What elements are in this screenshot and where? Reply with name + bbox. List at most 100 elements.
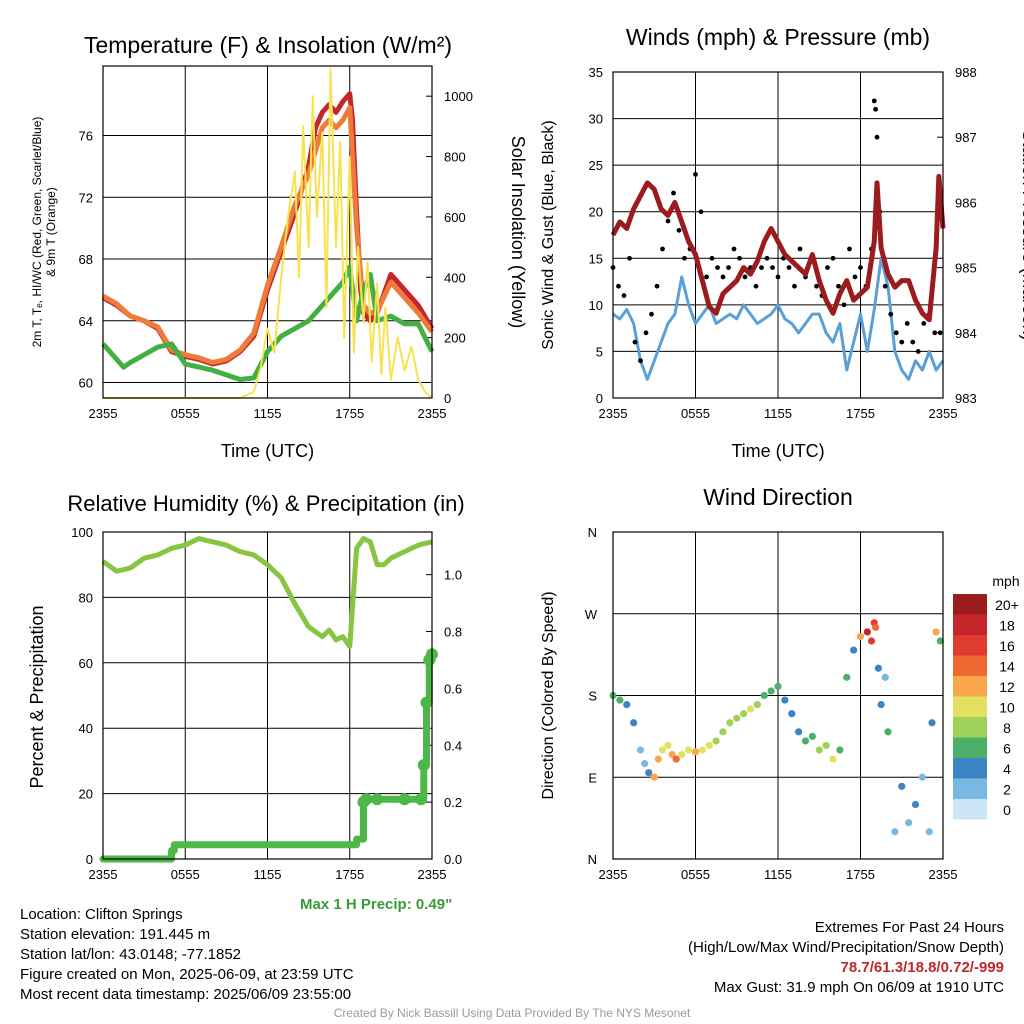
direction-point — [691, 748, 700, 756]
winds-gust-point — [665, 218, 671, 224]
humidity-rh-line — [101, 536, 433, 649]
winds-gust-point — [882, 283, 888, 289]
direction-point — [808, 732, 816, 740]
humidity-precip-point — [417, 759, 430, 772]
direction-point — [760, 691, 768, 700]
winds-gust-point — [792, 283, 797, 289]
direction-point — [650, 773, 658, 781]
winds-y-tick-label: 30 — [589, 112, 603, 127]
humidity-y-tick-label: 100 — [71, 525, 93, 540]
temperature-y2-tick-label: 1000 — [444, 89, 473, 104]
direction-point — [712, 737, 720, 745]
direction-point — [795, 728, 803, 736]
direction-legend-label: 6 — [1003, 741, 1011, 757]
humidity-y2-tick-label: 0.6 — [444, 681, 462, 696]
winds-gust-point — [742, 274, 748, 280]
temperature-x-tick-label: 2355 — [89, 406, 118, 421]
temperature-y-tick-label: 72 — [79, 190, 93, 205]
humidity-y-label: Percent & Precipitation — [27, 605, 47, 788]
direction-x-tick-label: 1755 — [846, 867, 875, 882]
winds-gust-point — [921, 321, 927, 326]
direction-point — [936, 637, 944, 645]
credit-text: Created By Nick Bassill Using Data Provi… — [333, 1006, 691, 1020]
direction-legend-swatch — [953, 655, 987, 676]
humidity-precip-point — [360, 793, 373, 806]
winds-x-label: Time (UTC) — [731, 441, 824, 461]
humidity-precip-point — [371, 793, 384, 806]
direction-point — [891, 828, 899, 836]
station-info: Location: Clifton Springs Station elevat… — [20, 905, 354, 1005]
humidity-y-tick-label: 40 — [79, 721, 93, 736]
winds-gust-point — [660, 246, 665, 252]
winds-gust-point — [910, 339, 916, 345]
direction-x-tick-label: 0555 — [681, 867, 710, 882]
winds-gust-point — [775, 274, 781, 280]
temperature-td-line — [101, 264, 435, 382]
winds-wind-line — [612, 256, 945, 381]
humidity-y-tick-label: 20 — [79, 787, 93, 802]
winds-gust-point — [899, 339, 905, 345]
winds-gust-point — [937, 330, 943, 336]
winds-gust-point — [786, 265, 792, 270]
direction-legend-label: 14 — [999, 659, 1015, 675]
direction-point — [678, 750, 686, 759]
direction-point — [616, 696, 624, 704]
humidity-y2-tick-label: 1.0 — [444, 568, 462, 583]
humidity-y-tick-label: 0 — [86, 852, 93, 867]
humidity-x-tick-label: 1155 — [254, 867, 282, 882]
direction-point — [872, 623, 880, 631]
winds-y-tick-label: 10 — [589, 298, 603, 313]
direction-legend-label: 4 — [1003, 761, 1011, 777]
direction-frame — [612, 531, 944, 860]
direction-point — [829, 755, 837, 763]
direction-legend-swatch — [953, 594, 987, 615]
winds-gust-point — [852, 274, 858, 280]
winds-gust-point — [621, 293, 627, 298]
direction-legend-label: 12 — [999, 679, 1015, 695]
temperature-y-label-2: & 9m T (Orange) — [44, 187, 58, 277]
direction-point — [932, 628, 940, 636]
temperature-y-tick-label: 64 — [79, 314, 93, 329]
winds-gust-point — [932, 330, 938, 336]
winds-gust-point — [904, 321, 910, 326]
winds-gust-point — [873, 106, 879, 112]
winds-gust-point — [649, 311, 654, 317]
winds-gust-point — [797, 246, 803, 252]
direction-y-tick-label: W — [585, 607, 598, 622]
winds-title: Winds (mph) & Pressure (mb) — [626, 24, 930, 50]
winds-y2-label: Station Pressure (Maroon) — [1019, 129, 1024, 340]
direction-point — [788, 710, 796, 718]
winds-gust-point — [825, 265, 830, 270]
direction-legend-label: 10 — [999, 700, 1015, 716]
max-gust-text: Max Gust: 31.9 mph On 06/09 at 1910 UTC — [713, 979, 1004, 996]
temperature-x-tick-label: 1755 — [335, 406, 364, 421]
winds-gust-point — [671, 190, 676, 196]
direction-legend-swatch — [953, 778, 987, 799]
winds-pressure-line — [610, 173, 946, 323]
direction-title: Wind Direction — [703, 484, 853, 510]
recent-text: Most recent data timestamp: 2025/06/09 2… — [20, 986, 352, 1003]
direction-point — [884, 728, 892, 736]
direction-x-tick-label: 2355 — [599, 867, 628, 882]
winds-y-tick-label: 0 — [596, 391, 603, 406]
direction-point — [925, 828, 933, 836]
winds-gust-point — [704, 274, 709, 280]
direction-point — [822, 741, 830, 750]
winds-gust-point — [698, 209, 704, 215]
temperature-y-label: 2m T, Tₑ, HI/WC (Red, Green, Scarlet/Blu… — [30, 117, 44, 348]
direction-point — [856, 632, 865, 641]
temperature-y2-tick-label: 600 — [444, 210, 466, 225]
winds-y-label: Sonic Wind & Gust (Blue, Black) — [540, 120, 557, 349]
direction-point — [850, 646, 858, 654]
temperature-y2-tick-label: 800 — [444, 150, 466, 165]
temperature-y-tick-label: 68 — [79, 252, 93, 267]
direction-point — [877, 700, 885, 709]
extremes-values: 78.7/61.3/18.8/0.72/-999 — [840, 959, 1004, 976]
direction-point — [664, 741, 672, 750]
temperature-frame — [102, 65, 433, 399]
location-text: Location: Clifton Springs — [20, 906, 183, 923]
winds-gust-point — [915, 349, 921, 354]
temperature-y-tick-label: 60 — [79, 376, 93, 391]
winds-gust-point — [731, 246, 737, 252]
